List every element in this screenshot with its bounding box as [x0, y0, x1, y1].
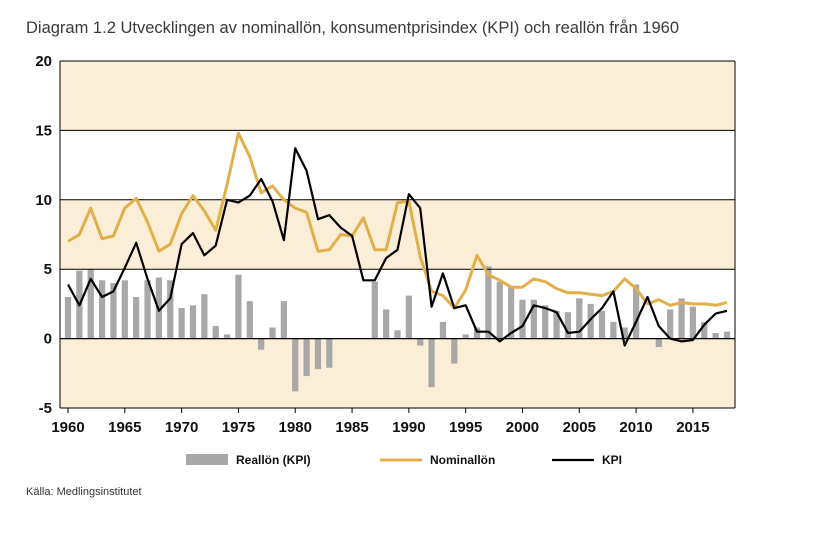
bar-2002 — [542, 305, 549, 339]
bar-1977 — [258, 338, 265, 350]
bar-1995 — [462, 334, 469, 339]
background-bands — [60, 61, 735, 408]
bar-1993 — [439, 321, 447, 339]
shaded-band — [60, 199, 735, 270]
legend-label: Nominallön — [430, 453, 495, 467]
bar-2015 — [689, 306, 697, 339]
bar-2008 — [610, 321, 617, 339]
bar-1980 — [292, 338, 299, 392]
bar-2000 — [519, 299, 526, 339]
legend-swatch-reallon — [186, 454, 228, 465]
x-tick-label: 1975 — [222, 419, 255, 436]
bar-1992 — [428, 338, 435, 388]
bar-2016 — [701, 321, 708, 339]
chart-title: Diagram 1.2 Utvecklingen av nominallön, … — [26, 19, 680, 37]
y-tick-label: 5 — [44, 261, 52, 278]
bar-2013 — [667, 309, 674, 339]
bar-1974 — [223, 334, 231, 339]
bar-2009 — [621, 327, 628, 339]
bar-2017 — [712, 333, 719, 339]
y-tick-label: 20 — [35, 53, 52, 70]
y-tick-label: 10 — [35, 192, 52, 209]
bar-2010 — [632, 284, 640, 339]
x-tick-label: 1965 — [108, 419, 141, 436]
bar-1966 — [133, 296, 140, 339]
x-tick-label: 2015 — [676, 419, 709, 436]
bar-1964 — [110, 283, 117, 339]
bar-1967 — [144, 280, 151, 339]
bar-1997 — [485, 266, 492, 339]
bar-1991 — [417, 338, 424, 346]
bar-1969 — [167, 280, 174, 339]
line-nominall-n — [67, 131, 728, 310]
bar-1983 — [326, 338, 333, 368]
x-tick-labels: 1960 1965 1970 1975 1980 1985 1990 1995 2000 2005… — [51, 408, 710, 436]
bar-1962 — [87, 269, 94, 339]
bar-1996 — [473, 327, 481, 339]
bar-2004 — [564, 312, 572, 339]
chart-source: Källa: Medlingsinstitutet — [26, 486, 142, 498]
line-kpi — [67, 147, 728, 347]
bar-1972 — [201, 294, 208, 339]
y-tick-labels: 20 15 10 5 0 -5 — [35, 53, 52, 417]
bar-1970 — [178, 308, 185, 339]
bar-1976 — [246, 301, 253, 339]
legend: Reallön (KPI) Nominallön KPI — [186, 453, 622, 467]
shaded-band — [60, 338, 735, 408]
y-tick-label: -5 — [39, 400, 52, 417]
bar-1990 — [405, 295, 412, 339]
y-tick-label: 15 — [35, 122, 52, 139]
x-tick-label: 1960 — [51, 419, 84, 436]
bar-1963 — [98, 280, 106, 339]
bar-2003 — [553, 310, 560, 339]
bar-2005 — [576, 298, 583, 339]
bar-1971 — [189, 305, 197, 339]
x-tick-label: 1990 — [392, 419, 425, 436]
x-tick-label: 1980 — [279, 419, 312, 436]
x-tick-label: 1995 — [449, 419, 482, 436]
bar-1965 — [121, 280, 128, 339]
bar-1978 — [269, 327, 276, 339]
bar-2012 — [655, 338, 662, 347]
y-tick-label: 0 — [44, 331, 52, 348]
x-tick-label: 1970 — [165, 419, 198, 436]
bar-1988 — [383, 309, 390, 339]
bar-2001 — [530, 299, 537, 339]
x-tick-label: 1985 — [335, 419, 368, 436]
legend-label: KPI — [602, 453, 622, 467]
bar-2007 — [598, 310, 606, 339]
bar-1989 — [394, 330, 401, 339]
shaded-band — [60, 61, 735, 131]
bar-1975 — [235, 274, 242, 339]
x-tick-label: 2000 — [506, 419, 539, 436]
bar-1973 — [212, 326, 219, 339]
x-tick-label: 2010 — [619, 419, 652, 436]
bar-1979 — [280, 301, 288, 339]
bar-2014 — [678, 298, 685, 339]
series-lines — [67, 131, 728, 347]
bar-2006 — [587, 303, 594, 339]
bar-1982 — [314, 338, 322, 370]
bar-1960 — [64, 296, 72, 339]
legend-label: Reallön (KPI) — [236, 453, 311, 467]
bar-1987 — [371, 281, 378, 339]
bar-1981 — [303, 338, 310, 377]
bar-1998 — [496, 281, 503, 339]
bar-1999 — [507, 287, 515, 339]
x-tick-label: 2005 — [563, 419, 596, 436]
bar-2018 — [723, 331, 731, 339]
bar-1994 — [451, 338, 458, 364]
